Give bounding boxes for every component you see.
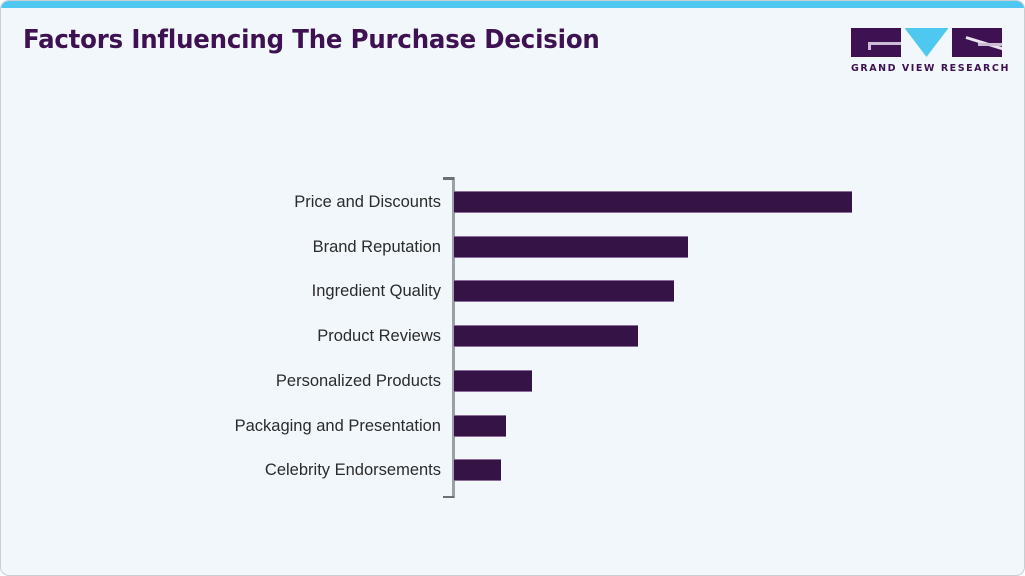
bar-category-label: Personalized Products (275, 371, 441, 390)
bar-category-label: Product Reviews (317, 327, 441, 346)
bar-value-rect (454, 235, 688, 258)
logo-letter-r-icon (952, 28, 1002, 57)
y-axis-tick-top (443, 177, 454, 180)
bar-value-rect (454, 369, 532, 392)
logo-letter-g-icon (851, 28, 901, 57)
bar-row: Price and Discounts (1, 191, 1024, 213)
logo-wordmark: GRAND VIEW RESEARCH (851, 63, 1010, 74)
logo-g-bar (868, 42, 901, 45)
y-axis-tick-bottom (443, 495, 454, 498)
logo-g-stem (868, 42, 871, 50)
bar-value-rect (454, 414, 506, 437)
logo-r-bar (978, 43, 1002, 46)
page-title: Factors Influencing The Purchase Decisio… (23, 25, 600, 55)
brand-logo: GRAND VIEW RESEARCH (851, 28, 1010, 74)
bar-category-label: Price and Discounts (294, 193, 441, 211)
bar-row: Packaging and Presentation (1, 414, 1024, 437)
bar-value-rect (454, 280, 674, 303)
top-accent-bar (1, 1, 1024, 8)
bar-category-label: Ingredient Quality (311, 282, 441, 301)
bar-category-label: Brand Reputation (312, 237, 441, 256)
bar-row: Personalized Products (1, 369, 1024, 392)
bar-value-rect (454, 325, 638, 348)
bar-category-label: Celebrity Endorsements (264, 461, 441, 480)
bar-row: Product Reviews (1, 325, 1024, 348)
bar-value-rect (454, 459, 501, 482)
bar-value-rect (454, 191, 852, 213)
bar-row: Ingredient Quality (1, 280, 1024, 303)
logo-mark (851, 28, 1002, 58)
bar-row: Brand Reputation (1, 235, 1024, 258)
y-axis-spine (452, 177, 455, 498)
bar-category-label: Packaging and Presentation (234, 416, 441, 435)
bar-row: Celebrity Endorsements (1, 459, 1024, 482)
